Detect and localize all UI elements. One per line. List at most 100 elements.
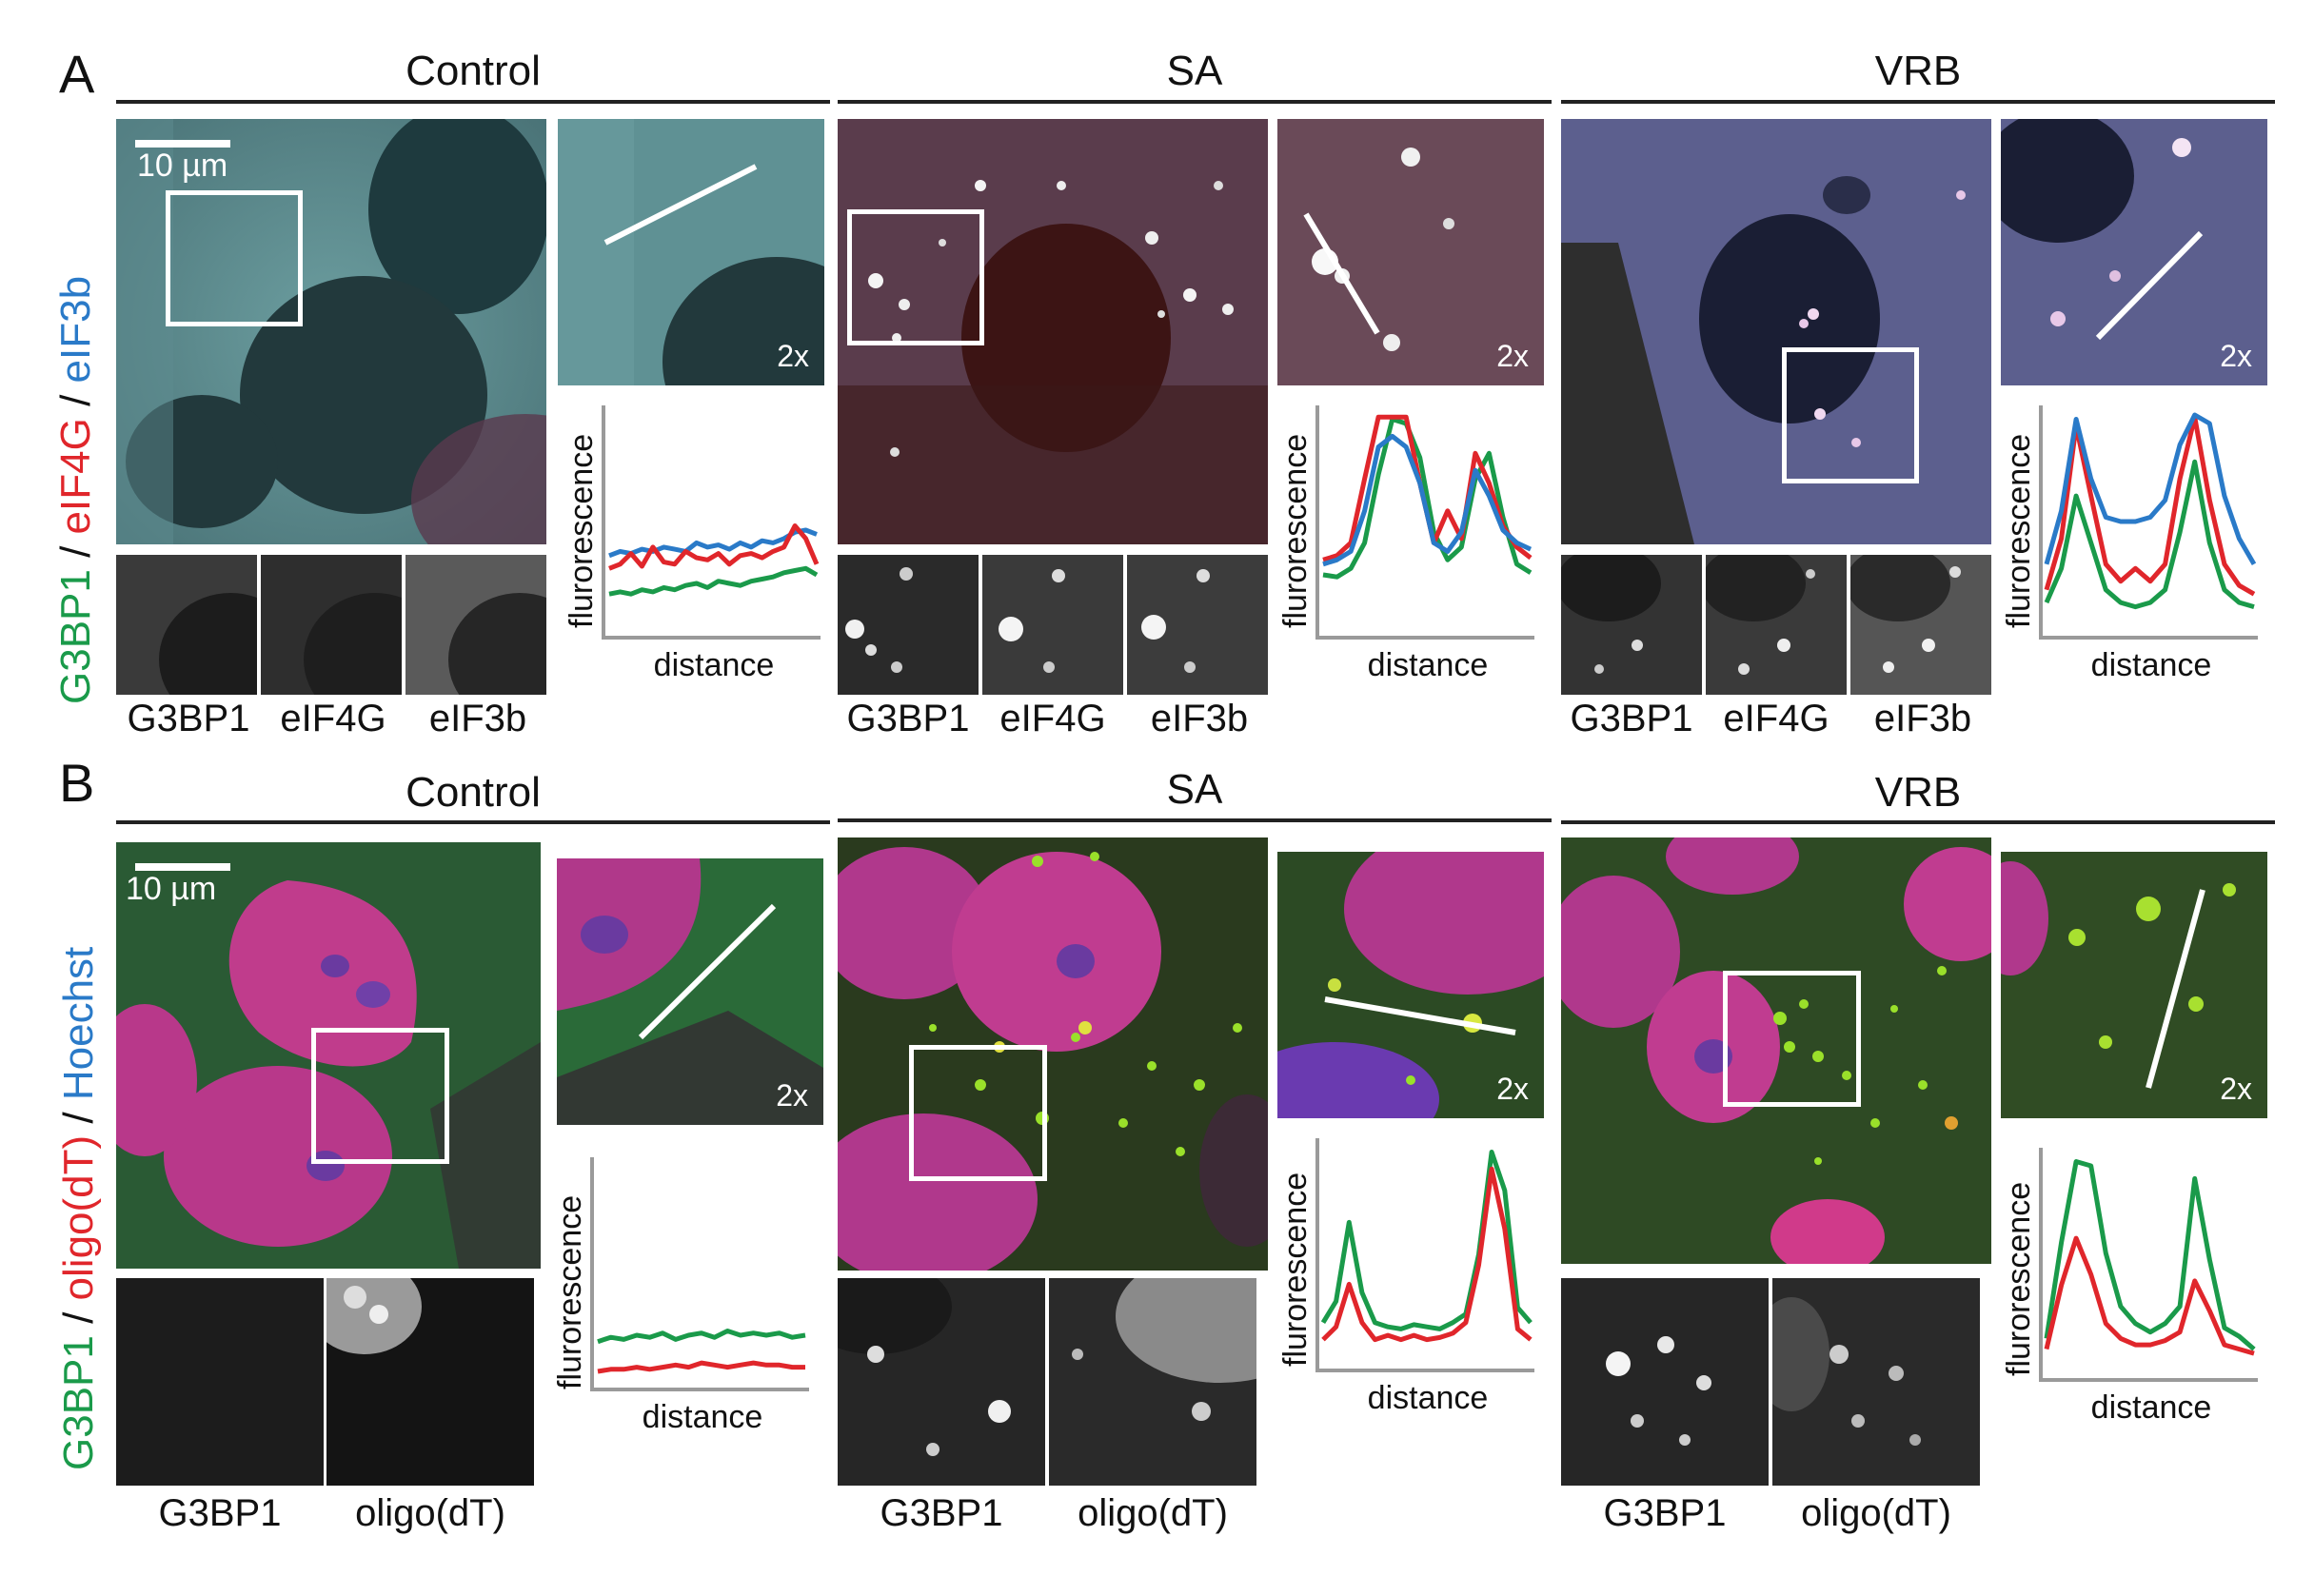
profile-chart-b-sa: flurorescence distance: [1276, 1131, 1544, 1435]
channel-eif3b: eIF3b: [52, 275, 99, 384]
channel-g3bp1: G3BP1: [52, 569, 99, 704]
scale-bar-label: 10 µm: [137, 148, 228, 184]
profile-plot: [2039, 405, 2258, 640]
panel-b-vrb-zoom-image: 2x: [2001, 852, 2267, 1118]
profile-plot: [602, 405, 821, 640]
panel-a-control-zoom-image: 2x: [558, 119, 824, 385]
panel-b-vrb-merge-image: [1561, 837, 1991, 1264]
panel-a-vrb-gray-eif4g: [1706, 555, 1847, 695]
panel-b-title-control: Control: [405, 769, 541, 816]
panel-b-sa-zoom-image: 2x: [1277, 852, 1544, 1118]
inset-box: [909, 1045, 1047, 1181]
channel-sep: /: [52, 534, 99, 570]
profile-plot: [590, 1157, 809, 1391]
panel-a-sa-gray-eif4g: [982, 555, 1123, 695]
zoom-label: 2x: [1496, 339, 1529, 373]
gray-label: eIF4G: [1723, 698, 1829, 739]
profile-chart-b-control: flurorescence distance: [550, 1150, 819, 1454]
gray-label: eIF3b: [428, 698, 527, 739]
profile-series-line: [1322, 417, 1533, 580]
x-axis-label: distance: [1367, 647, 1489, 683]
panel-a-rule-sa: [838, 100, 1552, 104]
scale-bar: [135, 140, 230, 148]
x-axis-label: distance: [642, 1399, 763, 1435]
gray-label: eIF4G: [999, 698, 1106, 739]
profile-plot: [2039, 1148, 2258, 1382]
gray-label: G3BP1: [1570, 698, 1693, 739]
profile-series-line: [1320, 1150, 1533, 1331]
panel-a-sa-merge-image: [838, 119, 1268, 544]
panel-b-rule-sa: [838, 818, 1552, 822]
channel-oligo-dt: oligo(dT): [55, 1134, 102, 1301]
panel-a-control-gray-eif3b: [405, 555, 546, 695]
inset-box: [847, 209, 984, 345]
panel-a-control-gray-eif4g: [261, 555, 402, 695]
panel-b-letter: B: [59, 753, 95, 813]
gray-label: oligo(dT): [1801, 1492, 1951, 1534]
panel-b-control-zoom-image: 2x: [557, 858, 823, 1125]
panel-b-channel-label: G3BP1 / oligo(dT) / Hoechst: [55, 947, 103, 1470]
inset-box: [1782, 347, 1919, 483]
profile-series-line: [2044, 459, 2255, 610]
scale-bar-label: 10 µm: [126, 871, 217, 907]
axis-line: [590, 1157, 809, 1391]
channel-sep: /: [55, 1300, 102, 1336]
panel-a-sa-gray-g3bp1: [838, 555, 979, 695]
gray-label: G3BP1: [846, 698, 970, 739]
scale-bar: [135, 863, 230, 871]
panel-b-title-sa: SA: [1166, 766, 1223, 813]
panel-a-title-vrb: VRB: [1874, 48, 1962, 94]
panel-a-title-sa: SA: [1166, 48, 1223, 94]
panel-a-letter: A: [59, 44, 95, 104]
profile-chart-a-sa: flurorescence distance: [1276, 398, 1544, 683]
zoom-label: 2x: [1496, 1072, 1529, 1106]
profile-series-line: [2044, 1235, 2255, 1356]
panel-a-vrb-merge-image: [1561, 119, 1991, 544]
panel-b-sa-merge-image: [838, 837, 1268, 1271]
profile-series-line: [608, 523, 820, 571]
panel-a-title-control: Control: [405, 48, 541, 94]
x-axis-label: distance: [2090, 647, 2212, 683]
panel-a-control-merge-image: 10 µm: [116, 119, 546, 544]
zoom-label: 2x: [777, 339, 809, 373]
panel-a-vrb-zoom-image: 2x: [2001, 119, 2267, 385]
x-axis-label: distance: [1367, 1380, 1489, 1416]
axis-line: [1315, 405, 1534, 640]
axis-line: [602, 405, 821, 640]
profile-series-line: [2044, 412, 2257, 566]
y-axis-label: flurorescence: [2001, 1181, 2037, 1376]
panel-b-control-merge-image: 10 µm: [116, 842, 541, 1269]
profile-series-line: [2044, 414, 2256, 597]
panel-a-rule-control: [116, 100, 830, 104]
profile-chart-b-vrb: flurorescence distance: [1999, 1140, 2267, 1445]
inset-box: [311, 1028, 449, 1164]
panel-b-rule-control: [116, 820, 830, 824]
gray-label: oligo(dT): [355, 1492, 505, 1534]
y-axis-label: flurorescence: [564, 433, 600, 628]
gray-label: eIF3b: [1150, 698, 1249, 739]
panel-b-rule-vrb: [1561, 820, 2275, 824]
profile-series-line: [608, 565, 819, 597]
panel-a-vrb-gray-eif3b: [1850, 555, 1991, 695]
channel-g3bp1: G3BP1: [55, 1335, 102, 1470]
panel-a-channel-label: G3BP1 / eIF4G / eIF3b: [52, 276, 100, 704]
y-axis-label: flurorescence: [552, 1194, 588, 1389]
x-axis-label: distance: [2090, 1389, 2212, 1426]
panel-b-sa-gray-g3bp1: [838, 1278, 1045, 1486]
panel-b-control-gray-g3bp1: [116, 1278, 324, 1486]
gray-label: G3BP1: [1603, 1492, 1727, 1534]
panel-a-rule-vrb: [1561, 100, 2275, 104]
gray-label: G3BP1: [158, 1492, 282, 1534]
gray-label: G3BP1: [880, 1492, 1003, 1534]
profile-series-line: [597, 1329, 806, 1345]
axis-line: [1315, 1138, 1534, 1372]
profile-plot: [1315, 1138, 1534, 1372]
profile-series-line: [2044, 1159, 2256, 1351]
gray-label: G3BP1: [127, 698, 250, 739]
profile-series-line: [1322, 433, 1533, 567]
axis-line: [2039, 405, 2258, 640]
panel-b-sa-gray-oligo: [1049, 1278, 1256, 1486]
channel-sep: /: [52, 383, 99, 419]
panel-b-vrb-gray-oligo: [1772, 1278, 1980, 1486]
y-axis-label: flurorescence: [1277, 1172, 1314, 1367]
